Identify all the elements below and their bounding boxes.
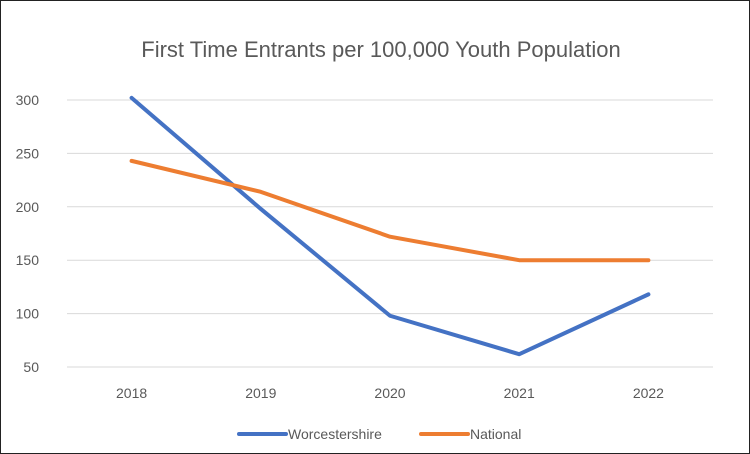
- series-line-national: [129, 158, 651, 263]
- y-tick-label: 100: [16, 306, 40, 322]
- y-tick-label: 250: [16, 145, 40, 161]
- series-lines: [129, 95, 651, 357]
- gridlines: [67, 99, 713, 368]
- x-tick-label: 2021: [504, 385, 535, 401]
- x-tick-label: 2022: [633, 385, 664, 401]
- legend-label: National: [470, 426, 521, 442]
- legend: Worcestershire National: [237, 426, 521, 442]
- y-tick-label: 50: [23, 359, 39, 375]
- x-tick-label: 2020: [374, 385, 405, 401]
- x-tick-label: 2018: [116, 385, 147, 401]
- y-tick-label: 300: [16, 92, 40, 108]
- x-tick-label: 2019: [245, 385, 276, 401]
- y-axis: 50 100 150 200 250 300: [16, 92, 40, 375]
- x-axis: 2018 2019 2020 2021 2022: [116, 385, 664, 401]
- y-tick-label: 200: [16, 199, 40, 215]
- chart-title: First Time Entrants per 100,000 Youth Po…: [141, 37, 620, 62]
- legend-label: Worcestershire: [288, 426, 382, 442]
- y-tick-label: 150: [16, 252, 40, 268]
